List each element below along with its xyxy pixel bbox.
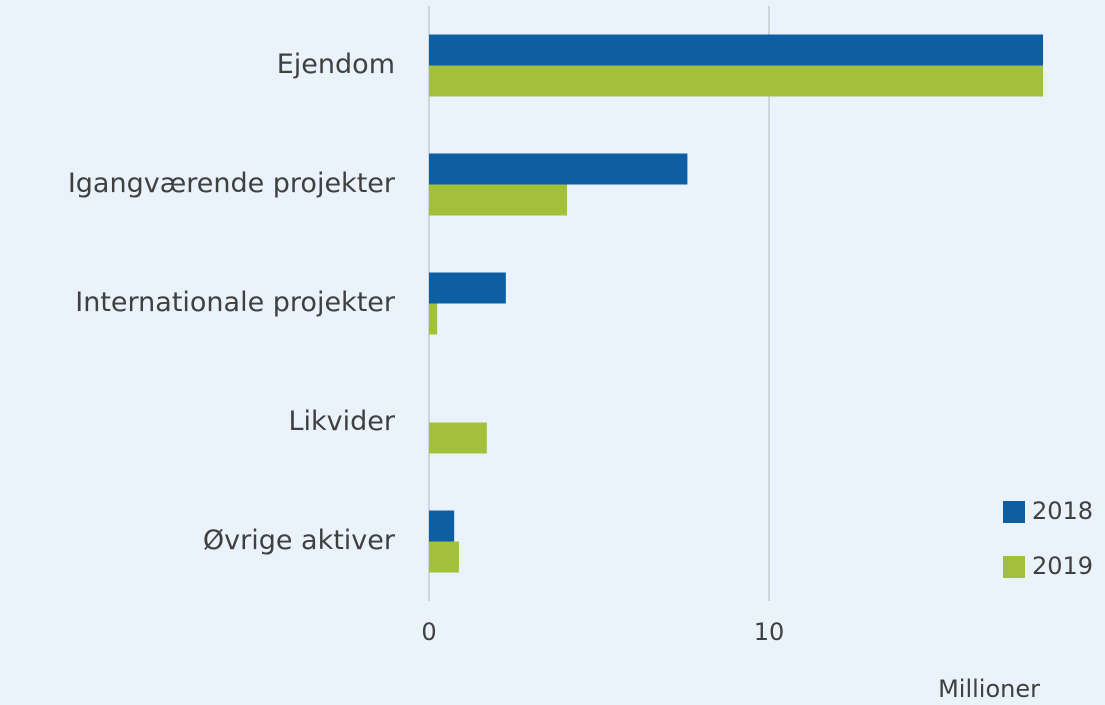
bar bbox=[429, 153, 688, 185]
x-tick-label: 0 bbox=[421, 618, 436, 646]
legend-label: 2019 bbox=[1032, 552, 1093, 580]
y-tick-label: Ejendom bbox=[277, 49, 395, 80]
bar bbox=[429, 422, 487, 454]
bar bbox=[429, 541, 459, 573]
y-tick-label: Internationale projekter bbox=[75, 287, 396, 318]
y-tick-label: Igangværende projekter bbox=[68, 168, 396, 199]
bar bbox=[429, 303, 438, 335]
y-tick-label: Likvider bbox=[288, 406, 395, 437]
legend-swatch bbox=[1003, 501, 1025, 523]
y-tick-label: Øvrige aktiver bbox=[203, 525, 396, 556]
bar bbox=[429, 272, 506, 304]
bar bbox=[429, 34, 1044, 66]
x-tick-label: 10 bbox=[754, 618, 785, 646]
bar bbox=[429, 65, 1044, 97]
x-axis-unit: Millioner bbox=[938, 675, 1040, 703]
bar bbox=[429, 510, 455, 542]
legend-label: 2018 bbox=[1032, 497, 1093, 525]
bar bbox=[429, 184, 568, 216]
legend-swatch bbox=[1003, 556, 1025, 578]
